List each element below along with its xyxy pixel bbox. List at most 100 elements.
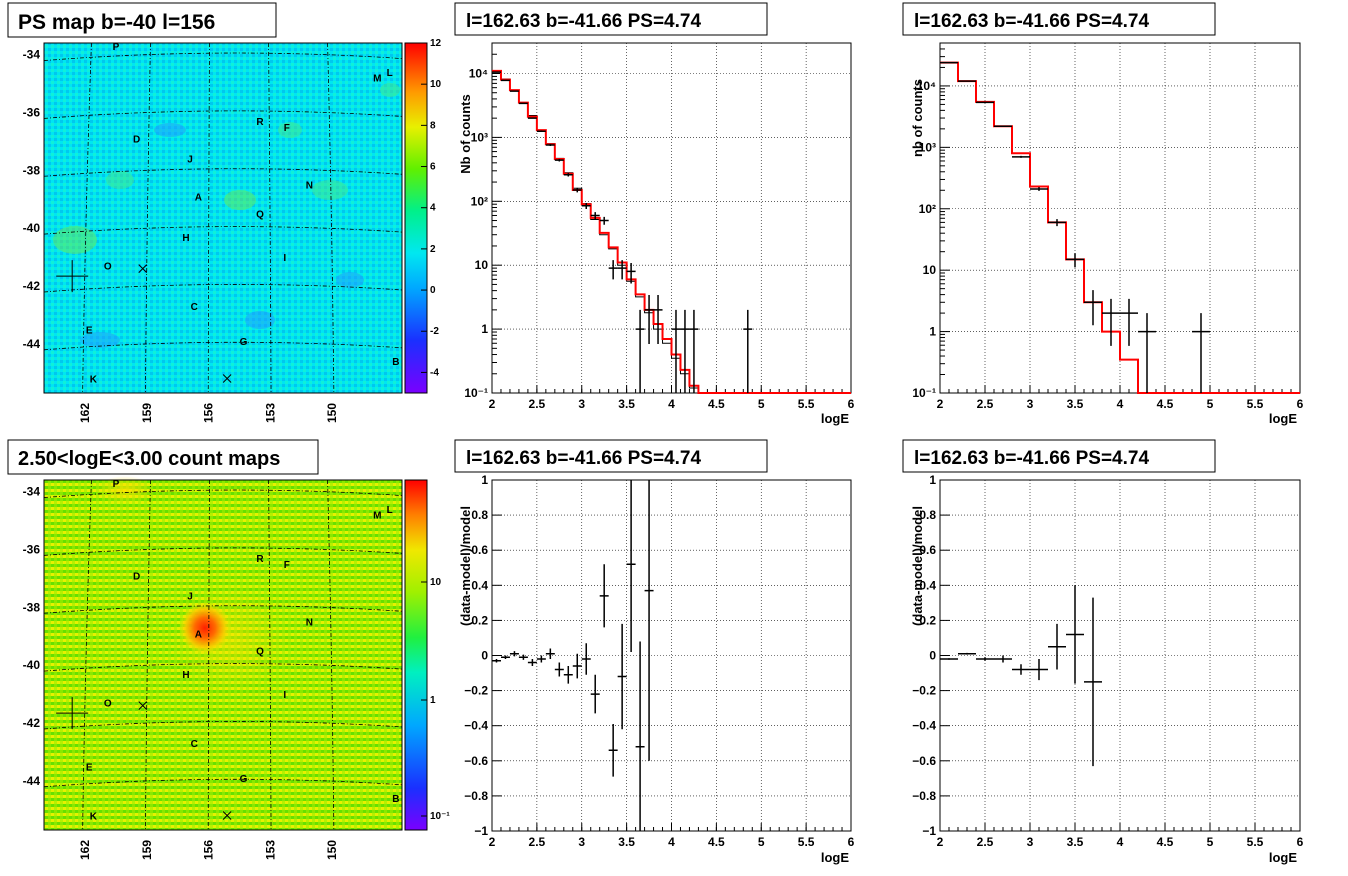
map-source-label: J xyxy=(187,592,193,603)
colorbar-tick-label: 10⁻¹ xyxy=(430,811,450,822)
residual-point xyxy=(617,623,627,730)
map-source-label: M xyxy=(373,74,381,85)
map-source-label: N xyxy=(306,618,313,629)
data-point xyxy=(626,262,636,284)
count-map-colorbar: 10 1 10⁻¹ xyxy=(404,479,450,831)
x-tick-label: 2.5 xyxy=(977,397,994,411)
colorbar-tick-label: 8 xyxy=(430,120,436,131)
colorbar-tick-label: 2 xyxy=(430,244,436,255)
residual-point xyxy=(545,648,555,660)
map-x-marker xyxy=(222,811,232,820)
x-tick-label: 4 xyxy=(1117,397,1124,411)
map-source-label: K xyxy=(90,812,98,823)
map-target-cross xyxy=(56,697,89,730)
y-tick-label: 1 xyxy=(481,473,488,487)
map-source-label: H xyxy=(182,670,189,681)
map-y-tick-label: -44 xyxy=(23,337,41,351)
residual-point xyxy=(626,480,636,652)
ps-map-title: PS map b=-40 l=156 xyxy=(18,11,215,34)
residual-point xyxy=(599,564,609,628)
residual-point xyxy=(1030,659,1048,681)
residual-point xyxy=(581,643,591,675)
map-parallel-line xyxy=(43,110,403,119)
x-tick-label: 4.5 xyxy=(708,835,725,849)
map-y-tick-label: -38 xyxy=(23,163,41,177)
x-tick-label: 3 xyxy=(1027,397,1034,411)
y-tick-label: 10² xyxy=(471,194,488,208)
data-point xyxy=(1048,219,1066,227)
y-tick-label: −0.8 xyxy=(912,789,936,803)
residual-point xyxy=(958,652,976,655)
y-tick-label: 10³ xyxy=(919,140,936,154)
residual-point xyxy=(1084,597,1102,767)
residual-point xyxy=(527,659,537,667)
data-point xyxy=(1030,187,1048,191)
map-source-label: O xyxy=(104,699,112,710)
x-tick-label: 4.5 xyxy=(1157,835,1174,849)
map-source-label: E xyxy=(86,762,93,773)
data-point xyxy=(608,260,618,280)
map-source-label: N xyxy=(306,181,313,192)
map-source-label: P xyxy=(113,479,120,490)
map-source-label: R xyxy=(256,117,264,128)
x-tick-label: 3 xyxy=(578,835,585,849)
data-point xyxy=(599,216,609,225)
map-meridian-line xyxy=(82,479,92,831)
spectrum-left-xlabel: logE xyxy=(821,411,849,426)
colorbar-tick-label: 10 xyxy=(430,577,442,588)
residual-point xyxy=(994,655,1012,663)
y-tick-label: 0.8 xyxy=(471,508,488,522)
residual-point xyxy=(644,480,654,761)
y-tick-label: 0.4 xyxy=(919,578,936,592)
map-source-label: I xyxy=(283,690,286,701)
x-tick-label: 3.5 xyxy=(1067,397,1084,411)
data-point xyxy=(653,295,663,344)
x-tick-label: 2 xyxy=(937,835,944,849)
x-tick-label: 2 xyxy=(489,835,496,849)
map-source-label: G xyxy=(240,337,248,348)
map-meridian-line xyxy=(145,479,151,831)
residual-point xyxy=(518,654,528,660)
x-tick-label: 5.5 xyxy=(798,835,815,849)
map-source-label: P xyxy=(113,42,120,53)
ps-map-colorbar: 12 10 8 6 4 2 0 -2 -4 xyxy=(404,38,442,394)
residual-left-ylabel: (data-model)/model xyxy=(458,506,473,626)
residual-point xyxy=(635,641,645,831)
map-y-tick-label: -38 xyxy=(23,600,41,614)
map-x-tick-label: 159 xyxy=(140,403,154,423)
x-tick-label: 2.5 xyxy=(529,397,546,411)
map-x-marker xyxy=(138,264,148,273)
residual-left-panel: l=162.63 b=-41.66 PS=4.74 2 2.5 3 3.5 4 4.5 5 5… xyxy=(454,439,855,865)
map-source-label: E xyxy=(86,325,93,336)
x-tick-label: 4.5 xyxy=(1157,397,1174,411)
spectrum-left-title: l=162.63 b=-41.66 PS=4.74 xyxy=(466,11,701,32)
map-source-label: A xyxy=(195,629,202,640)
residual-right-panel: l=162.63 b=-41.66 PS=4.74 2 2.5 3 3.5 4 4.5 5 5… xyxy=(902,439,1304,865)
y-tick-label: 10⁻¹ xyxy=(912,386,936,400)
data-point xyxy=(590,212,600,220)
x-tick-label: 2 xyxy=(937,397,944,411)
map-meridian-line xyxy=(82,42,92,394)
map-source-label: G xyxy=(240,774,248,785)
model-step-red xyxy=(492,69,851,394)
residual-right-ylabel: (data-model)/model xyxy=(910,506,925,626)
y-tick-label: −0.4 xyxy=(912,719,936,733)
x-tick-label: 4.5 xyxy=(708,397,725,411)
map-source-label: M xyxy=(373,511,381,522)
map-source-label: C xyxy=(191,302,198,313)
map-y-tick-label: -44 xyxy=(23,774,41,788)
data-point xyxy=(976,101,994,104)
x-tick-label: 2.5 xyxy=(529,835,546,849)
y-tick-label: 0.8 xyxy=(919,508,936,522)
map-source-label: R xyxy=(256,554,264,565)
x-tick-label: 5.5 xyxy=(1247,397,1264,411)
residual-point xyxy=(976,657,994,661)
data-point xyxy=(743,309,753,393)
residual-point xyxy=(572,653,582,679)
x-tick-label: 4 xyxy=(668,835,675,849)
map-source-label: L xyxy=(387,505,393,516)
map-y-tick-label: -34 xyxy=(23,48,41,62)
map-meridian-line xyxy=(327,479,335,831)
x-tick-label: 3 xyxy=(1027,835,1034,849)
y-tick-label: −0.4 xyxy=(464,719,488,733)
